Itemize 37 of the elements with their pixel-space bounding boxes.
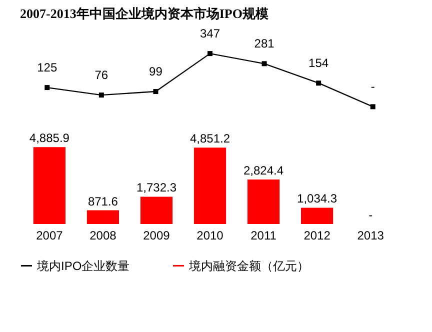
point [98,92,104,98]
data-label: 1,732.3 [136,180,177,195]
data-label: 99 [149,64,163,79]
data-label: - [368,208,373,222]
chart-title: 2007-2013年中国企业境内资本市场IPO规模 [20,6,268,21]
bar [140,196,173,224]
data-label: 4,885.9 [29,131,70,146]
data-label: 347 [200,26,220,41]
legend-label: 境内融资金额（亿元） [188,258,309,273]
x-tick-label: 2008 [90,228,117,242]
data-label: 871.6 [88,194,118,208]
data-label: 154 [308,56,329,70]
bar [86,210,120,224]
point [153,89,158,94]
x-tick-label: 2011 [250,228,277,242]
point [44,85,50,90]
data-label: 281 [254,36,275,51]
bar [194,148,226,224]
bar [300,208,334,224]
x-tick-label: 2009 [143,228,170,242]
point [316,80,322,86]
data-label: 76 [94,68,108,82]
data-label: - [370,80,375,94]
bar [247,180,280,224]
x-tick-label: 2010 [196,228,224,242]
x-tick-label: 2013 [357,228,384,242]
data-label: 2,824.4 [244,164,284,178]
data-label: 4,851.2 [190,132,230,146]
x-tick-label: 2007 [36,228,64,242]
bar [33,147,66,224]
point [262,61,267,66]
data-label: 125 [37,60,58,75]
legend-label: 境内IPO企业数量 [36,258,130,273]
point [208,51,212,56]
data-label: 1,034.3 [297,192,338,206]
point [370,104,376,110]
x-tick-label: 2012 [304,228,331,242]
